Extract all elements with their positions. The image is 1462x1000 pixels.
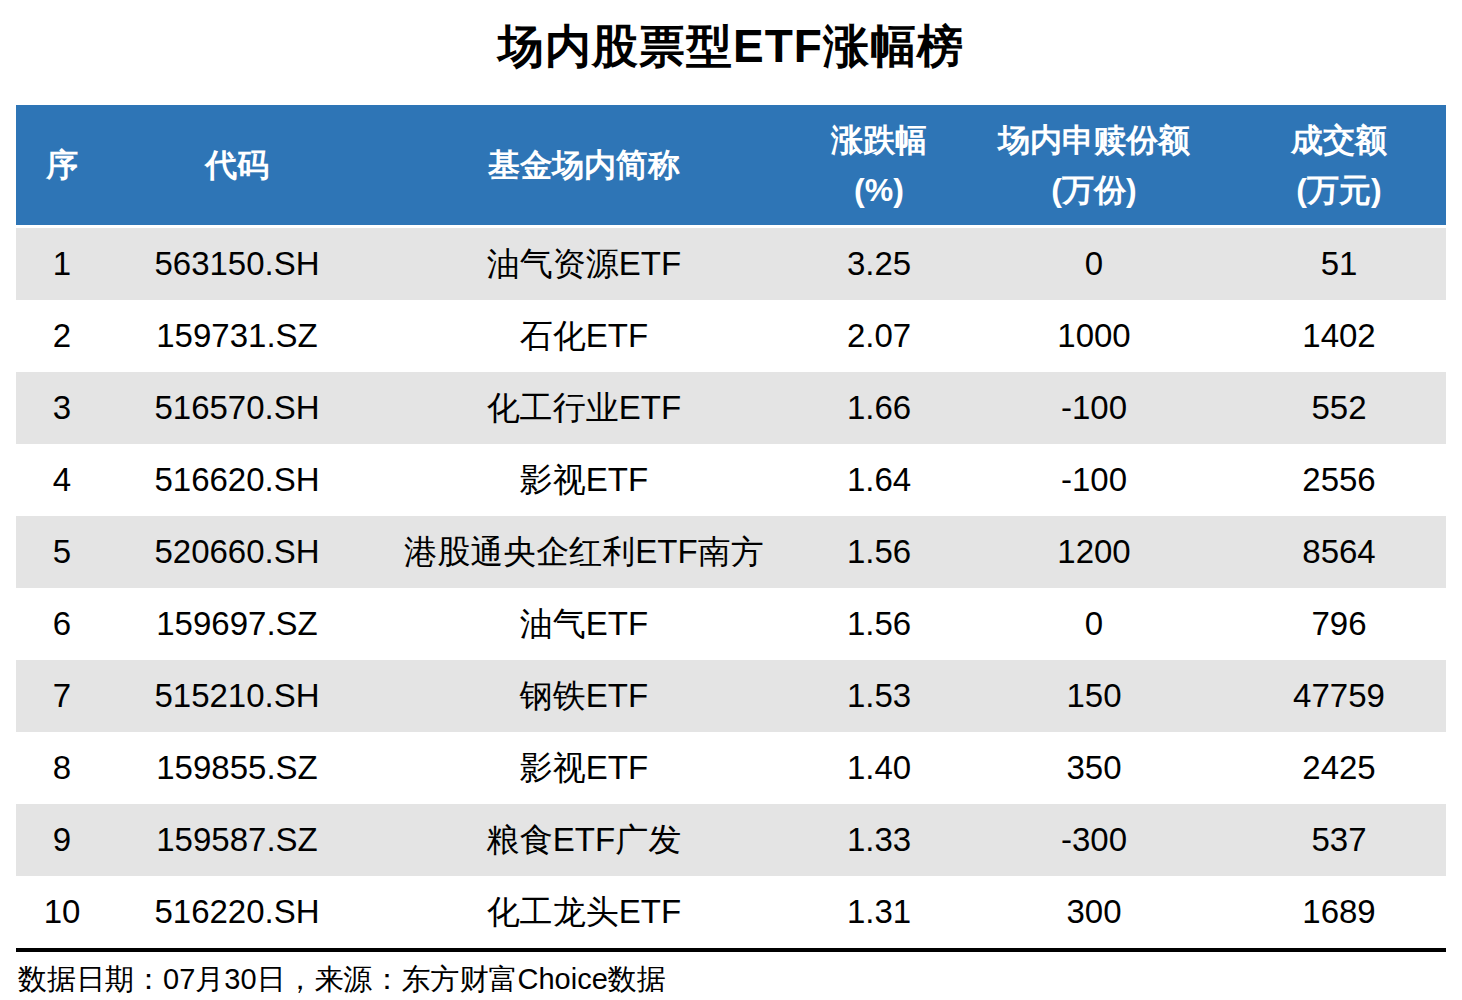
cell-no: 2 [16, 300, 108, 372]
col-header-shares: 场内申赎份额 (万份) [956, 105, 1232, 227]
cell-change: 1.33 [802, 804, 956, 876]
cell-turnover: 796 [1232, 588, 1446, 660]
col-header-code-line1: 代码 [108, 140, 366, 190]
table-row: 6 159697.SZ 油气ETF 1.56 0 796 [16, 588, 1446, 660]
table-body: 1 563150.SH 油气资源ETF 3.25 0 51 2 159731.S… [16, 227, 1446, 949]
table-row: 4 516620.SH 影视ETF 1.64 -100 2556 [16, 444, 1446, 516]
col-header-name-line1: 基金场内简称 [366, 140, 802, 190]
col-header-code: 代码 [108, 105, 366, 227]
cell-shares: 350 [956, 732, 1232, 804]
cell-turnover: 8564 [1232, 516, 1446, 588]
cell-name: 港股通央企红利ETF南方 [366, 516, 802, 588]
col-header-turnover-line2: (万元) [1232, 165, 1446, 215]
cell-no: 9 [16, 804, 108, 876]
table-row: 7 515210.SH 钢铁ETF 1.53 150 47759 [16, 660, 1446, 732]
cell-shares: 0 [956, 227, 1232, 301]
col-header-shares-line1: 场内申赎份额 [956, 115, 1232, 165]
cell-code: 159697.SZ [108, 588, 366, 660]
cell-shares: -100 [956, 444, 1232, 516]
header-row: 序 代码 基金场内简称 涨跌幅 (%) 场内申赎份额 (万份) [16, 105, 1446, 227]
table-row: 10 516220.SH 化工龙头ETF 1.31 300 1689 [16, 876, 1446, 948]
col-header-change: 涨跌幅 (%) [802, 105, 956, 227]
cell-no: 4 [16, 444, 108, 516]
cell-code: 159855.SZ [108, 732, 366, 804]
cell-shares: 300 [956, 876, 1232, 948]
table-header: 序 代码 基金场内简称 涨跌幅 (%) 场内申赎份额 (万份) [16, 105, 1446, 227]
cell-shares: 1000 [956, 300, 1232, 372]
cell-change: 1.66 [802, 372, 956, 444]
cell-turnover: 552 [1232, 372, 1446, 444]
cell-change: 1.56 [802, 516, 956, 588]
table-row: 3 516570.SH 化工行业ETF 1.66 -100 552 [16, 372, 1446, 444]
cell-code: 515210.SH [108, 660, 366, 732]
cell-code: 516570.SH [108, 372, 366, 444]
cell-code: 563150.SH [108, 227, 366, 301]
cell-turnover: 537 [1232, 804, 1446, 876]
cell-shares: 150 [956, 660, 1232, 732]
cell-no: 5 [16, 516, 108, 588]
cell-no: 3 [16, 372, 108, 444]
table-row: 5 520660.SH 港股通央企红利ETF南方 1.56 1200 8564 [16, 516, 1446, 588]
cell-turnover: 51 [1232, 227, 1446, 301]
col-header-turnover: 成交额 (万元) [1232, 105, 1446, 227]
cell-shares: -300 [956, 804, 1232, 876]
cell-name: 影视ETF [366, 444, 802, 516]
cell-change: 1.31 [802, 876, 956, 948]
col-header-no-line1: 序 [16, 140, 108, 190]
cell-turnover: 1689 [1232, 876, 1446, 948]
cell-no: 6 [16, 588, 108, 660]
cell-code: 159731.SZ [108, 300, 366, 372]
cell-turnover: 47759 [1232, 660, 1446, 732]
cell-name: 油气资源ETF [366, 227, 802, 301]
col-header-shares-line2: (万份) [956, 165, 1232, 215]
col-header-change-line2: (%) [802, 165, 956, 215]
cell-change: 3.25 [802, 227, 956, 301]
data-source-note: 数据日期：07月30日，来源：东方财富Choice数据 [16, 952, 1446, 1000]
cell-turnover: 1402 [1232, 300, 1446, 372]
col-header-turnover-line1: 成交额 [1232, 115, 1446, 165]
cell-change: 1.53 [802, 660, 956, 732]
cell-turnover: 2556 [1232, 444, 1446, 516]
cell-name: 石化ETF [366, 300, 802, 372]
cell-shares: 0 [956, 588, 1232, 660]
cell-code: 159587.SZ [108, 804, 366, 876]
cell-name: 化工行业ETF [366, 372, 802, 444]
cell-shares: 1200 [956, 516, 1232, 588]
cell-no: 7 [16, 660, 108, 732]
cell-change: 1.40 [802, 732, 956, 804]
cell-change: 1.56 [802, 588, 956, 660]
cell-code: 516620.SH [108, 444, 366, 516]
page-title: 场内股票型ETF涨幅榜 [0, 0, 1462, 105]
etf-gainers-table-page: 场内股票型ETF涨幅榜 序 代码 基金场内简称 [0, 0, 1462, 1000]
footer: 数据日期：07月30日，来源：东方财富Choice数据 [16, 948, 1446, 1000]
cell-name: 油气ETF [366, 588, 802, 660]
cell-code: 516220.SH [108, 876, 366, 948]
col-header-no: 序 [16, 105, 108, 227]
table-row: 1 563150.SH 油气资源ETF 3.25 0 51 [16, 227, 1446, 301]
cell-no: 8 [16, 732, 108, 804]
cell-name: 影视ETF [366, 732, 802, 804]
cell-name: 化工龙头ETF [366, 876, 802, 948]
col-header-change-line1: 涨跌幅 [802, 115, 956, 165]
cell-code: 520660.SH [108, 516, 366, 588]
etf-gainers-table: 序 代码 基金场内简称 涨跌幅 (%) 场内申赎份额 (万份) [16, 105, 1446, 948]
cell-turnover: 2425 [1232, 732, 1446, 804]
table-row: 8 159855.SZ 影视ETF 1.40 350 2425 [16, 732, 1446, 804]
cell-name: 钢铁ETF [366, 660, 802, 732]
cell-no: 1 [16, 227, 108, 301]
table-row: 9 159587.SZ 粮食ETF广发 1.33 -300 537 [16, 804, 1446, 876]
cell-change: 1.64 [802, 444, 956, 516]
table-row: 2 159731.SZ 石化ETF 2.07 1000 1402 [16, 300, 1446, 372]
cell-shares: -100 [956, 372, 1232, 444]
cell-name: 粮食ETF广发 [366, 804, 802, 876]
cell-no: 10 [16, 876, 108, 948]
cell-change: 2.07 [802, 300, 956, 372]
col-header-name: 基金场内简称 [366, 105, 802, 227]
